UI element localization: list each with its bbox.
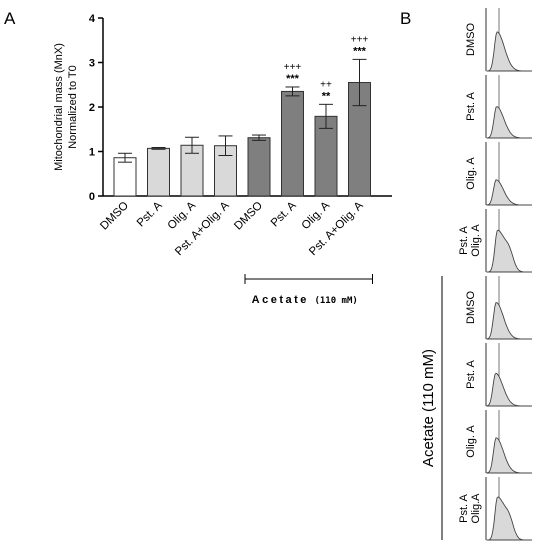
panel-a: A 0 1 2 3 4 Mitochondrial mass (MnX) Normalized… bbox=[4, 9, 392, 306]
panel-label-a: A bbox=[4, 9, 16, 28]
histogram-row-label: DMSO bbox=[465, 291, 477, 324]
bar bbox=[247, 137, 271, 197]
histogram-row-label: Pst. A bbox=[465, 91, 477, 120]
y-axis-label-2: Normalized to T0 bbox=[67, 65, 79, 149]
significance-stars: *** bbox=[353, 45, 367, 57]
histogram-row-label: Pst. AOlig. A bbox=[458, 224, 482, 257]
x-tick-label: Olig. A bbox=[166, 199, 199, 232]
histogram-row-label: Pst. A bbox=[465, 359, 477, 388]
bar bbox=[281, 90, 304, 197]
histogram-curve bbox=[486, 179, 532, 206]
y-tick-label: 1 bbox=[89, 147, 95, 159]
group-label-sub: (110 mM) bbox=[314, 296, 357, 306]
histogram-row-label: Olig. A bbox=[465, 425, 477, 458]
group-label: Acetate (110 mM) bbox=[252, 294, 358, 306]
y-tick-label: 4 bbox=[89, 13, 96, 25]
histogram-curve bbox=[486, 106, 532, 139]
x-tick-label: DMSO bbox=[232, 200, 265, 233]
significance-plus: ++ bbox=[320, 79, 332, 90]
histogram-curve bbox=[486, 496, 532, 541]
histogram-curve bbox=[486, 229, 532, 273]
histogram-curve bbox=[486, 31, 532, 72]
histogram-row-label: Olig. A bbox=[465, 157, 477, 190]
panel-label-b: B bbox=[400, 9, 411, 28]
histogram-curve bbox=[486, 301, 532, 340]
x-tick-label: Olig. A bbox=[300, 199, 333, 232]
histogram-row-label-line: Pst. A bbox=[458, 225, 470, 254]
histogram-row-label-line: Pst. A bbox=[458, 493, 470, 522]
histogram-row-label: DMSO bbox=[465, 23, 477, 56]
significance-plus: +++ bbox=[351, 34, 369, 45]
x-tick-label: Pst. A bbox=[269, 199, 299, 229]
histogram-row-label-line: Olig. A bbox=[470, 224, 482, 257]
group-label-main: Acetate bbox=[252, 294, 315, 306]
y-axis-label: Mitochondrial mass (MnX) bbox=[53, 43, 65, 171]
histogram-curve bbox=[486, 437, 532, 474]
significance-stars: *** bbox=[286, 73, 300, 85]
y-tick-label: 0 bbox=[89, 191, 95, 203]
bar bbox=[113, 157, 137, 197]
x-tick-label: Pst. A bbox=[135, 199, 165, 229]
group-label-b: Acetate (110 mM) bbox=[420, 349, 437, 467]
significance-plus: +++ bbox=[284, 62, 302, 73]
histogram-row-label: Pst. AOlig.A bbox=[458, 493, 482, 524]
histogram-row-label-line: Olig.A bbox=[470, 493, 482, 524]
x-tick-label: DMSO bbox=[98, 200, 131, 233]
bar bbox=[147, 147, 170, 197]
y-tick-label: 3 bbox=[89, 58, 95, 70]
histogram-curve bbox=[486, 372, 532, 407]
significance-stars: ** bbox=[322, 90, 331, 102]
y-tick-label: 2 bbox=[89, 102, 95, 114]
